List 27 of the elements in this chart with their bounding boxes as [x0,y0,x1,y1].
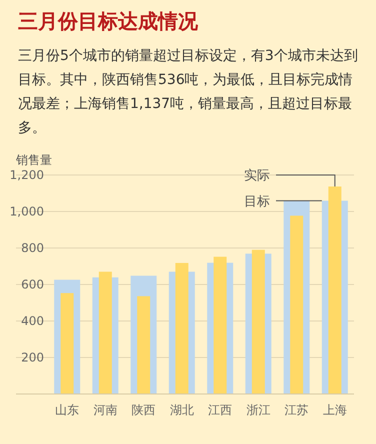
x-tick-label: 上海 [322,403,347,417]
chart-subtitle: 三月份5个城市的销量超过目标设定，有3个城市未达到目标。其中，陕西销售536吨，为最低，且目标完成情况最差；上海销售1,137吨，销量最高，且超过目标最多。 [18,47,359,138]
y-axis-title: 销售量 [15,153,52,167]
bar [252,250,265,394]
y-tick-label: 200 [21,350,44,365]
bar [137,296,150,394]
y-tick-label: 400 [21,314,44,328]
x-tick-label: 山东 [55,403,80,417]
bar [328,186,342,394]
bar [98,272,112,394]
x-tick-label: 江西 [208,403,232,417]
x-tick-label: 湖北 [170,403,194,417]
text: 实际 [244,168,270,184]
chart-title: 三月份目标达成情况 [18,8,198,35]
bar [175,262,188,394]
bar [214,256,227,394]
y-tick-label: 1,200 [10,168,44,182]
y-tick-label: 800 [21,241,44,256]
bar [60,293,74,394]
x-tick-label: 河南 [93,403,118,417]
y-tick-label: 600 [21,278,44,292]
series-label: 目标 [244,194,270,210]
x-tick-label: 江苏 [284,403,309,417]
x-tick-label: 浙江 [246,403,270,417]
x-tick-label: 陕西 [132,403,156,417]
y-tick-label: 1,000 [10,204,44,219]
bar [290,216,304,394]
